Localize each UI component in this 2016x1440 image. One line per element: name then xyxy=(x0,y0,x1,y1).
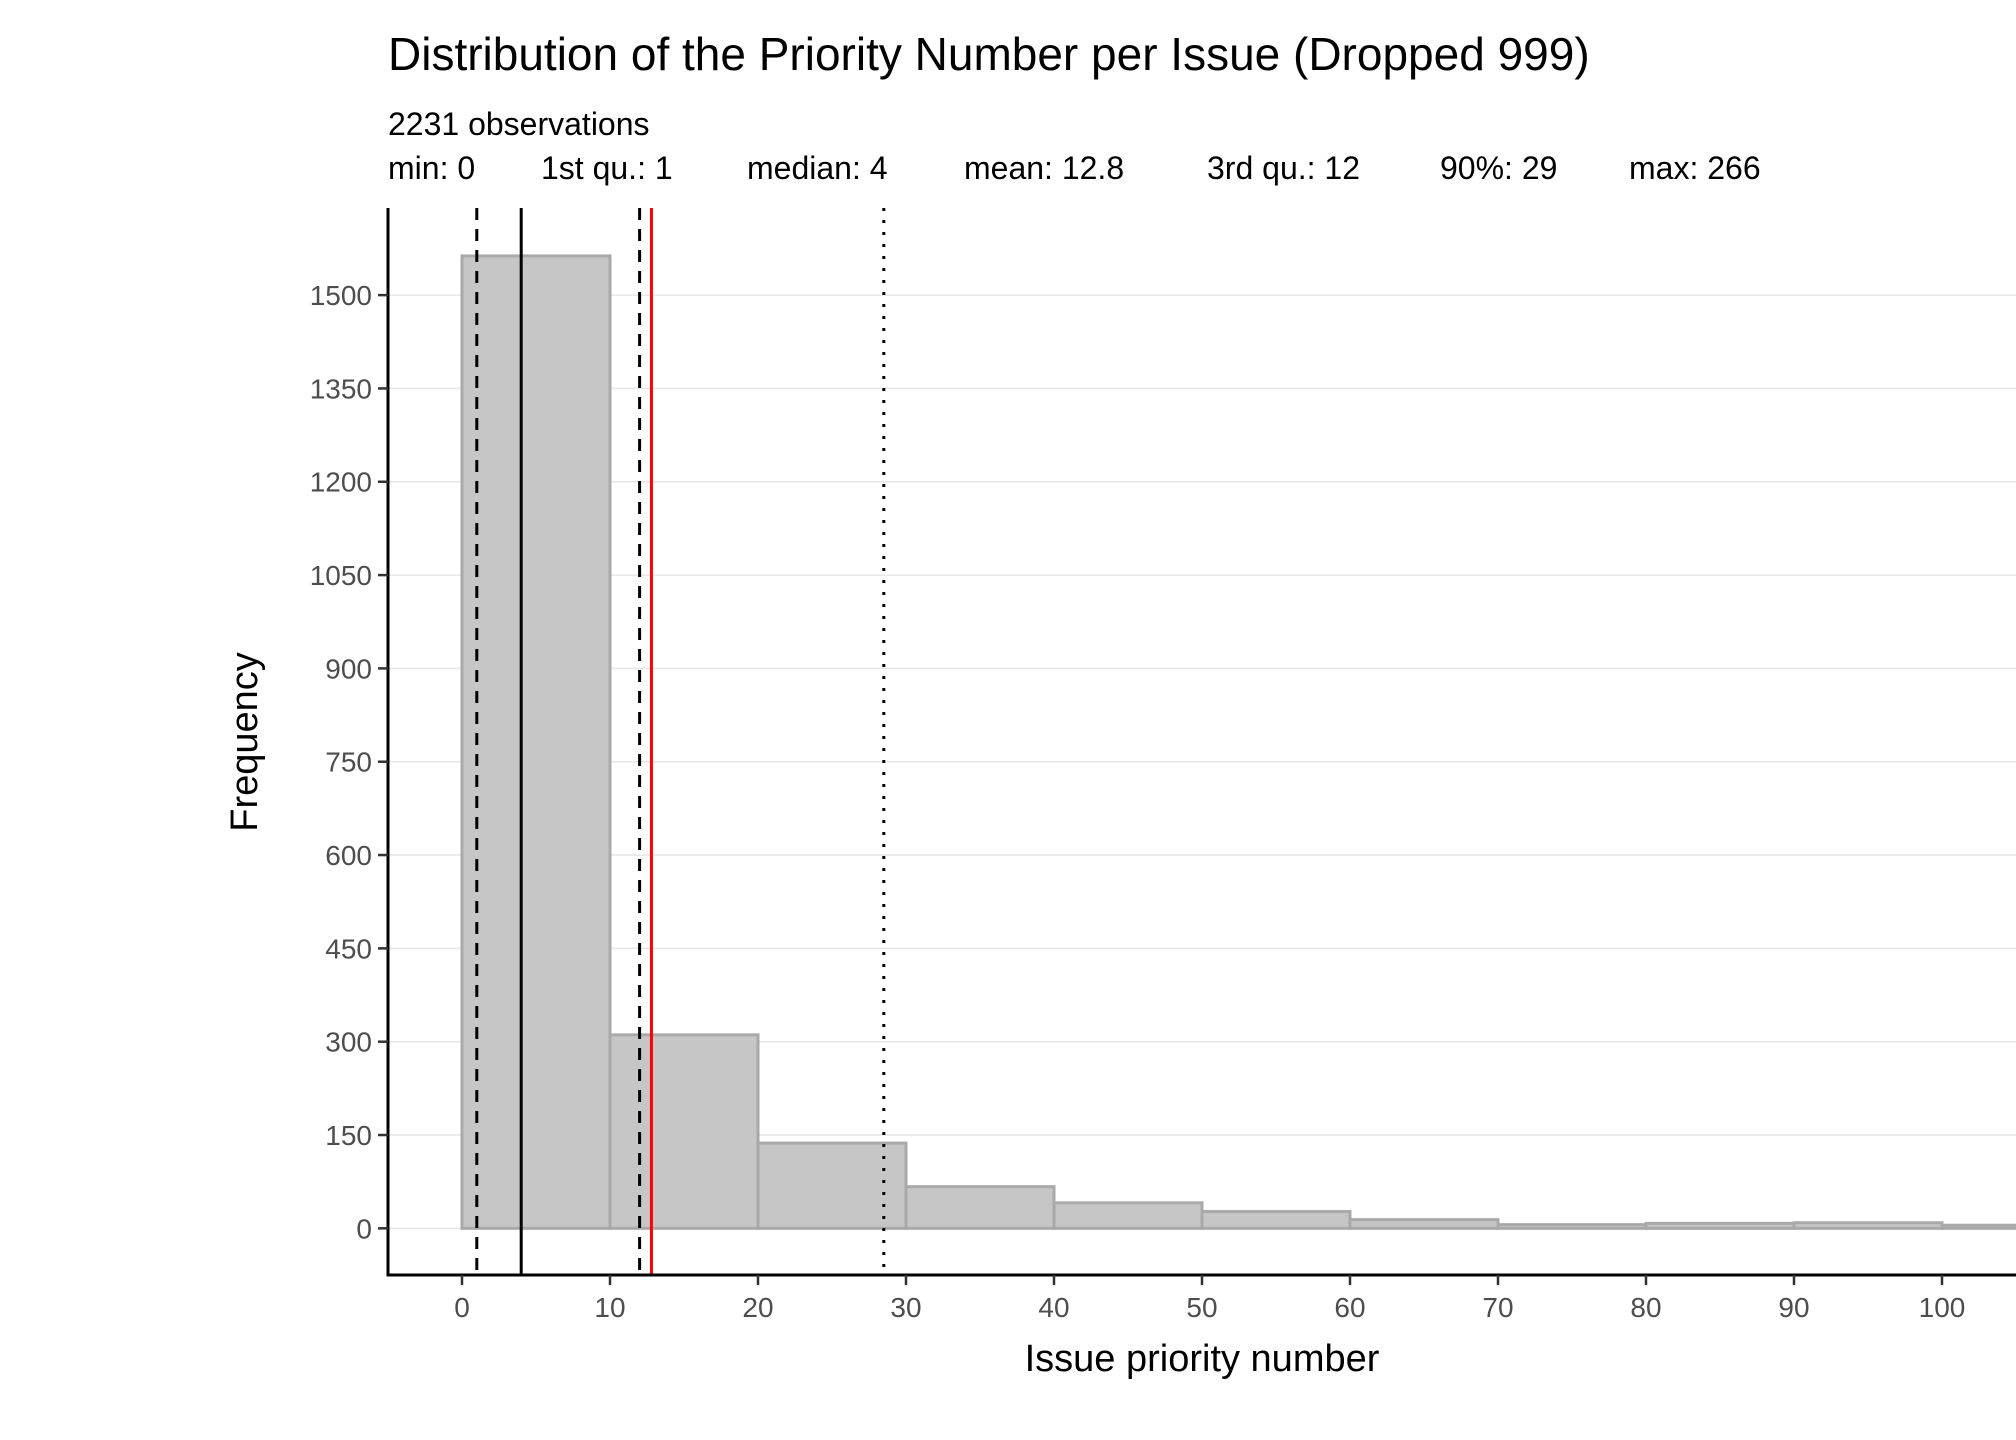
histogram-bar xyxy=(904,1185,1056,1230)
histogram-bar xyxy=(608,1033,760,1230)
summary-stats: min: 0 1st qu.: 1 median: 4 mean: 12.8 3rd q… xyxy=(388,150,1761,186)
y-tick-label: 450 xyxy=(325,933,372,964)
x-tick-label: 0 xyxy=(454,1292,470,1323)
x-tick-label: 30 xyxy=(890,1292,921,1323)
summary-stat-label: min: 0 xyxy=(388,150,475,186)
histogram-bar xyxy=(756,1141,908,1230)
x-tick-label: 20 xyxy=(742,1292,773,1323)
x-tick-label: 40 xyxy=(1038,1292,1069,1323)
x-axis-ticks: 0 10 20 30 40 50 60 70 80 90 100 xyxy=(454,1275,1965,1323)
y-tick-label: 1050 xyxy=(310,560,372,591)
y-tick-label: 300 xyxy=(325,1027,372,1058)
x-tick-label: 100 xyxy=(1919,1292,1966,1323)
x-tick-label: 60 xyxy=(1334,1292,1365,1323)
x-tick-label: 10 xyxy=(594,1292,625,1323)
summary-stat-label: 90%: 29 xyxy=(1440,150,1557,186)
histogram-bar xyxy=(1644,1221,1796,1230)
chart-subtitle-observations: 2231 observations xyxy=(388,106,650,142)
x-tick-label: 80 xyxy=(1630,1292,1661,1323)
y-tick-label: 0 xyxy=(356,1213,372,1244)
y-tick-label: 600 xyxy=(325,840,372,871)
y-axis-ticks: 0 150 300 450 600 750 900 1050 1200 1350 1500 xyxy=(310,280,388,1244)
summary-stat-label: max: 266 xyxy=(1629,150,1761,186)
x-tick-label: 70 xyxy=(1482,1292,1513,1323)
histogram-bar xyxy=(1348,1218,1500,1230)
histogram-bars xyxy=(460,254,2016,1230)
y-tick-label: 1200 xyxy=(310,467,372,498)
y-tick-label: 900 xyxy=(325,653,372,684)
histogram-bar xyxy=(1792,1221,1944,1230)
summary-stat-label: 1st qu.: 1 xyxy=(541,150,673,186)
y-tick-label: 750 xyxy=(325,747,372,778)
histogram-bar xyxy=(1940,1223,2016,1230)
summary-stat-label: mean: 12.8 xyxy=(964,150,1124,186)
x-tick-label: 90 xyxy=(1778,1292,1809,1323)
y-tick-label: 1500 xyxy=(310,280,372,311)
y-tick-label: 150 xyxy=(325,1120,372,1151)
y-axis-title: Frequency xyxy=(224,652,266,832)
histogram-bar xyxy=(460,254,612,1230)
histogram-bar xyxy=(1052,1201,1204,1230)
x-tick-label: 50 xyxy=(1186,1292,1217,1323)
summary-stat-label: 3rd qu.: 12 xyxy=(1207,150,1360,186)
histogram-bar xyxy=(1496,1223,1648,1230)
summary-stat-label: median: 4 xyxy=(747,150,888,186)
x-axis-title: Issue priority number xyxy=(1025,1338,1380,1380)
summary-reference-lines xyxy=(475,208,886,1275)
y-tick-label: 1350 xyxy=(310,373,372,404)
chart-title: Distribution of the Priority Number per … xyxy=(388,28,1590,80)
histogram-bar xyxy=(1200,1210,1352,1230)
